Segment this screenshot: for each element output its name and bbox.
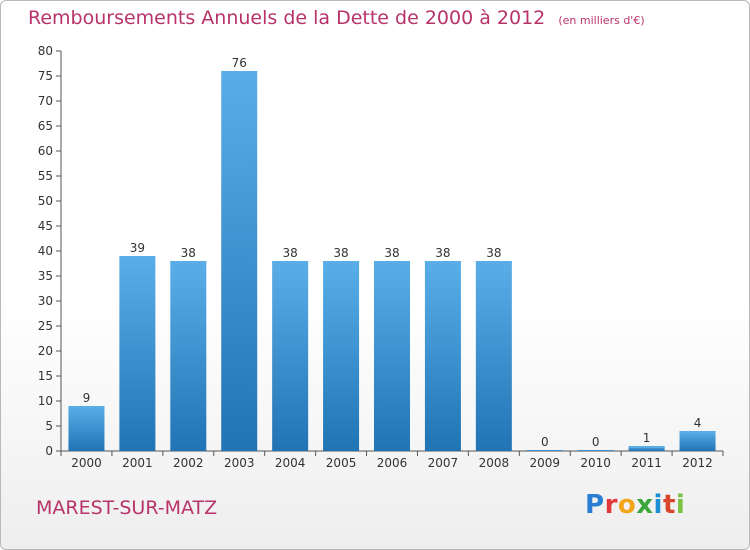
city-name: MAREST-SUR-MATZ bbox=[36, 497, 218, 519]
x-tick-label: 2000 bbox=[71, 456, 102, 470]
y-tick-label: 20 bbox=[38, 344, 53, 358]
x-tick-label: 2008 bbox=[479, 456, 510, 470]
y-tick-label: 45 bbox=[38, 219, 53, 233]
bar bbox=[170, 261, 207, 451]
bar-top-highlight bbox=[679, 431, 716, 433]
y-tick-label: 55 bbox=[38, 169, 53, 183]
logo-letter: P bbox=[585, 490, 605, 520]
bar bbox=[424, 261, 461, 451]
bar-top-highlight bbox=[272, 261, 309, 263]
value-labels: 9 39 38 76 38 38 38 38 38 0 0 1 4 bbox=[83, 56, 702, 449]
y-tick-label: 75 bbox=[38, 69, 53, 83]
bar-top-highlight bbox=[323, 261, 360, 263]
bar-top-highlight bbox=[68, 406, 105, 408]
bar bbox=[628, 446, 665, 451]
y-tick-label: 60 bbox=[38, 144, 53, 158]
x-tick-label: 2003 bbox=[224, 456, 255, 470]
chart-title: Remboursements Annuels de la Dette de 20… bbox=[28, 7, 645, 29]
x-axis: 2000 2001 2002 2003 2004 2005 2006 2007 2008 2009… bbox=[60, 450, 724, 470]
y-tick-label: 5 bbox=[45, 419, 53, 433]
bar bbox=[221, 71, 258, 451]
x-tick-label: 2009 bbox=[529, 456, 560, 470]
bar bbox=[679, 431, 716, 451]
y-tick-label: 65 bbox=[38, 119, 53, 133]
bar-top-highlight bbox=[374, 261, 410, 263]
bar-value-label: 38 bbox=[333, 246, 348, 260]
logo-letter: t bbox=[662, 490, 676, 520]
logo-letter: o bbox=[617, 490, 637, 520]
bar-value-label: 9 bbox=[83, 391, 91, 405]
bar-value-label: 76 bbox=[232, 56, 247, 70]
y-tick-label: 35 bbox=[38, 269, 53, 283]
logo-letter: i bbox=[675, 490, 686, 520]
chart-title-main: Remboursements Annuels de la Dette de 20… bbox=[28, 7, 546, 29]
bar-top-highlight bbox=[170, 261, 207, 263]
y-tick-label: 40 bbox=[38, 244, 53, 258]
y-tick-label: 10 bbox=[38, 394, 53, 408]
x-tick-label: 2006 bbox=[377, 456, 408, 470]
y-tick-label: 70 bbox=[38, 94, 53, 108]
x-tick-label: 2001 bbox=[122, 456, 153, 470]
logo-letter: x bbox=[636, 490, 654, 520]
x-tick-label: 2005 bbox=[326, 456, 357, 470]
bar-value-label: 0 bbox=[541, 435, 549, 449]
chart-title-unit: (en milliers d'€) bbox=[558, 14, 645, 27]
logo-letter: r bbox=[604, 490, 618, 520]
bar bbox=[475, 261, 512, 451]
bar-value-label: 4 bbox=[694, 416, 702, 430]
bar bbox=[119, 256, 156, 451]
bar-value-label: 39 bbox=[130, 241, 145, 255]
x-tick-label: 2004 bbox=[275, 456, 306, 470]
bar bbox=[374, 261, 410, 451]
bar bbox=[526, 450, 563, 451]
bar bbox=[577, 450, 614, 451]
x-tick-label: 2010 bbox=[580, 456, 611, 470]
bar-top-highlight bbox=[475, 261, 512, 263]
bar-value-label: 38 bbox=[384, 246, 399, 260]
bar-value-label: 38 bbox=[283, 246, 298, 260]
x-tick-label: 2007 bbox=[428, 456, 459, 470]
bar-value-label: 0 bbox=[592, 435, 600, 449]
bar-value-label: 1 bbox=[643, 431, 651, 445]
bar bbox=[68, 406, 105, 451]
y-tick-label: 25 bbox=[38, 319, 53, 333]
y-tick-label: 0 bbox=[45, 444, 53, 458]
bar-value-label: 38 bbox=[486, 246, 501, 260]
bar-top-highlight bbox=[119, 256, 156, 258]
x-tick-label: 2011 bbox=[631, 456, 662, 470]
bar-value-label: 38 bbox=[435, 246, 450, 260]
y-axis: 0 5 10 15 20 25 30 35 40 45 50 55 60 65 70 75 80 bbox=[38, 44, 62, 458]
y-tick-label: 15 bbox=[38, 369, 53, 383]
bar-value-label: 38 bbox=[181, 246, 196, 260]
bar bbox=[272, 261, 309, 451]
bar bbox=[323, 261, 360, 451]
proxiti-logo: Proxiti bbox=[585, 490, 685, 520]
y-tick-label: 50 bbox=[38, 194, 53, 208]
x-tick-label: 2012 bbox=[682, 456, 713, 470]
x-tick-label: 2002 bbox=[173, 456, 204, 470]
y-tick-label: 30 bbox=[38, 294, 53, 308]
logo-letter: i bbox=[653, 490, 663, 520]
bar-top-highlight bbox=[424, 261, 461, 263]
y-tick-label: 80 bbox=[38, 44, 53, 58]
bar-top-highlight bbox=[221, 71, 258, 73]
bars bbox=[68, 71, 716, 451]
bar-top-highlight bbox=[628, 446, 665, 448]
